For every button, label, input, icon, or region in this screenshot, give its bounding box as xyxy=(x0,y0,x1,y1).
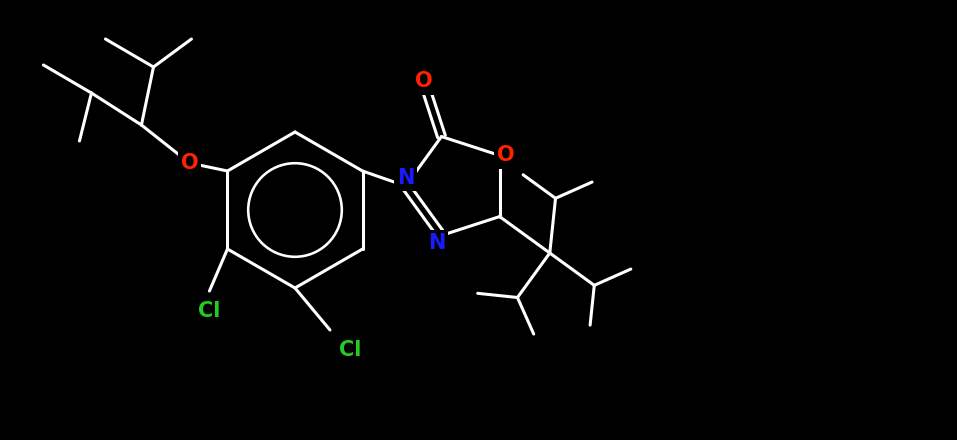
Text: N: N xyxy=(397,168,414,188)
Text: O: O xyxy=(414,71,433,92)
Text: Cl: Cl xyxy=(339,340,361,360)
Text: Cl: Cl xyxy=(198,301,221,321)
Text: O: O xyxy=(181,153,198,173)
Text: O: O xyxy=(497,146,515,165)
Text: N: N xyxy=(428,234,445,253)
